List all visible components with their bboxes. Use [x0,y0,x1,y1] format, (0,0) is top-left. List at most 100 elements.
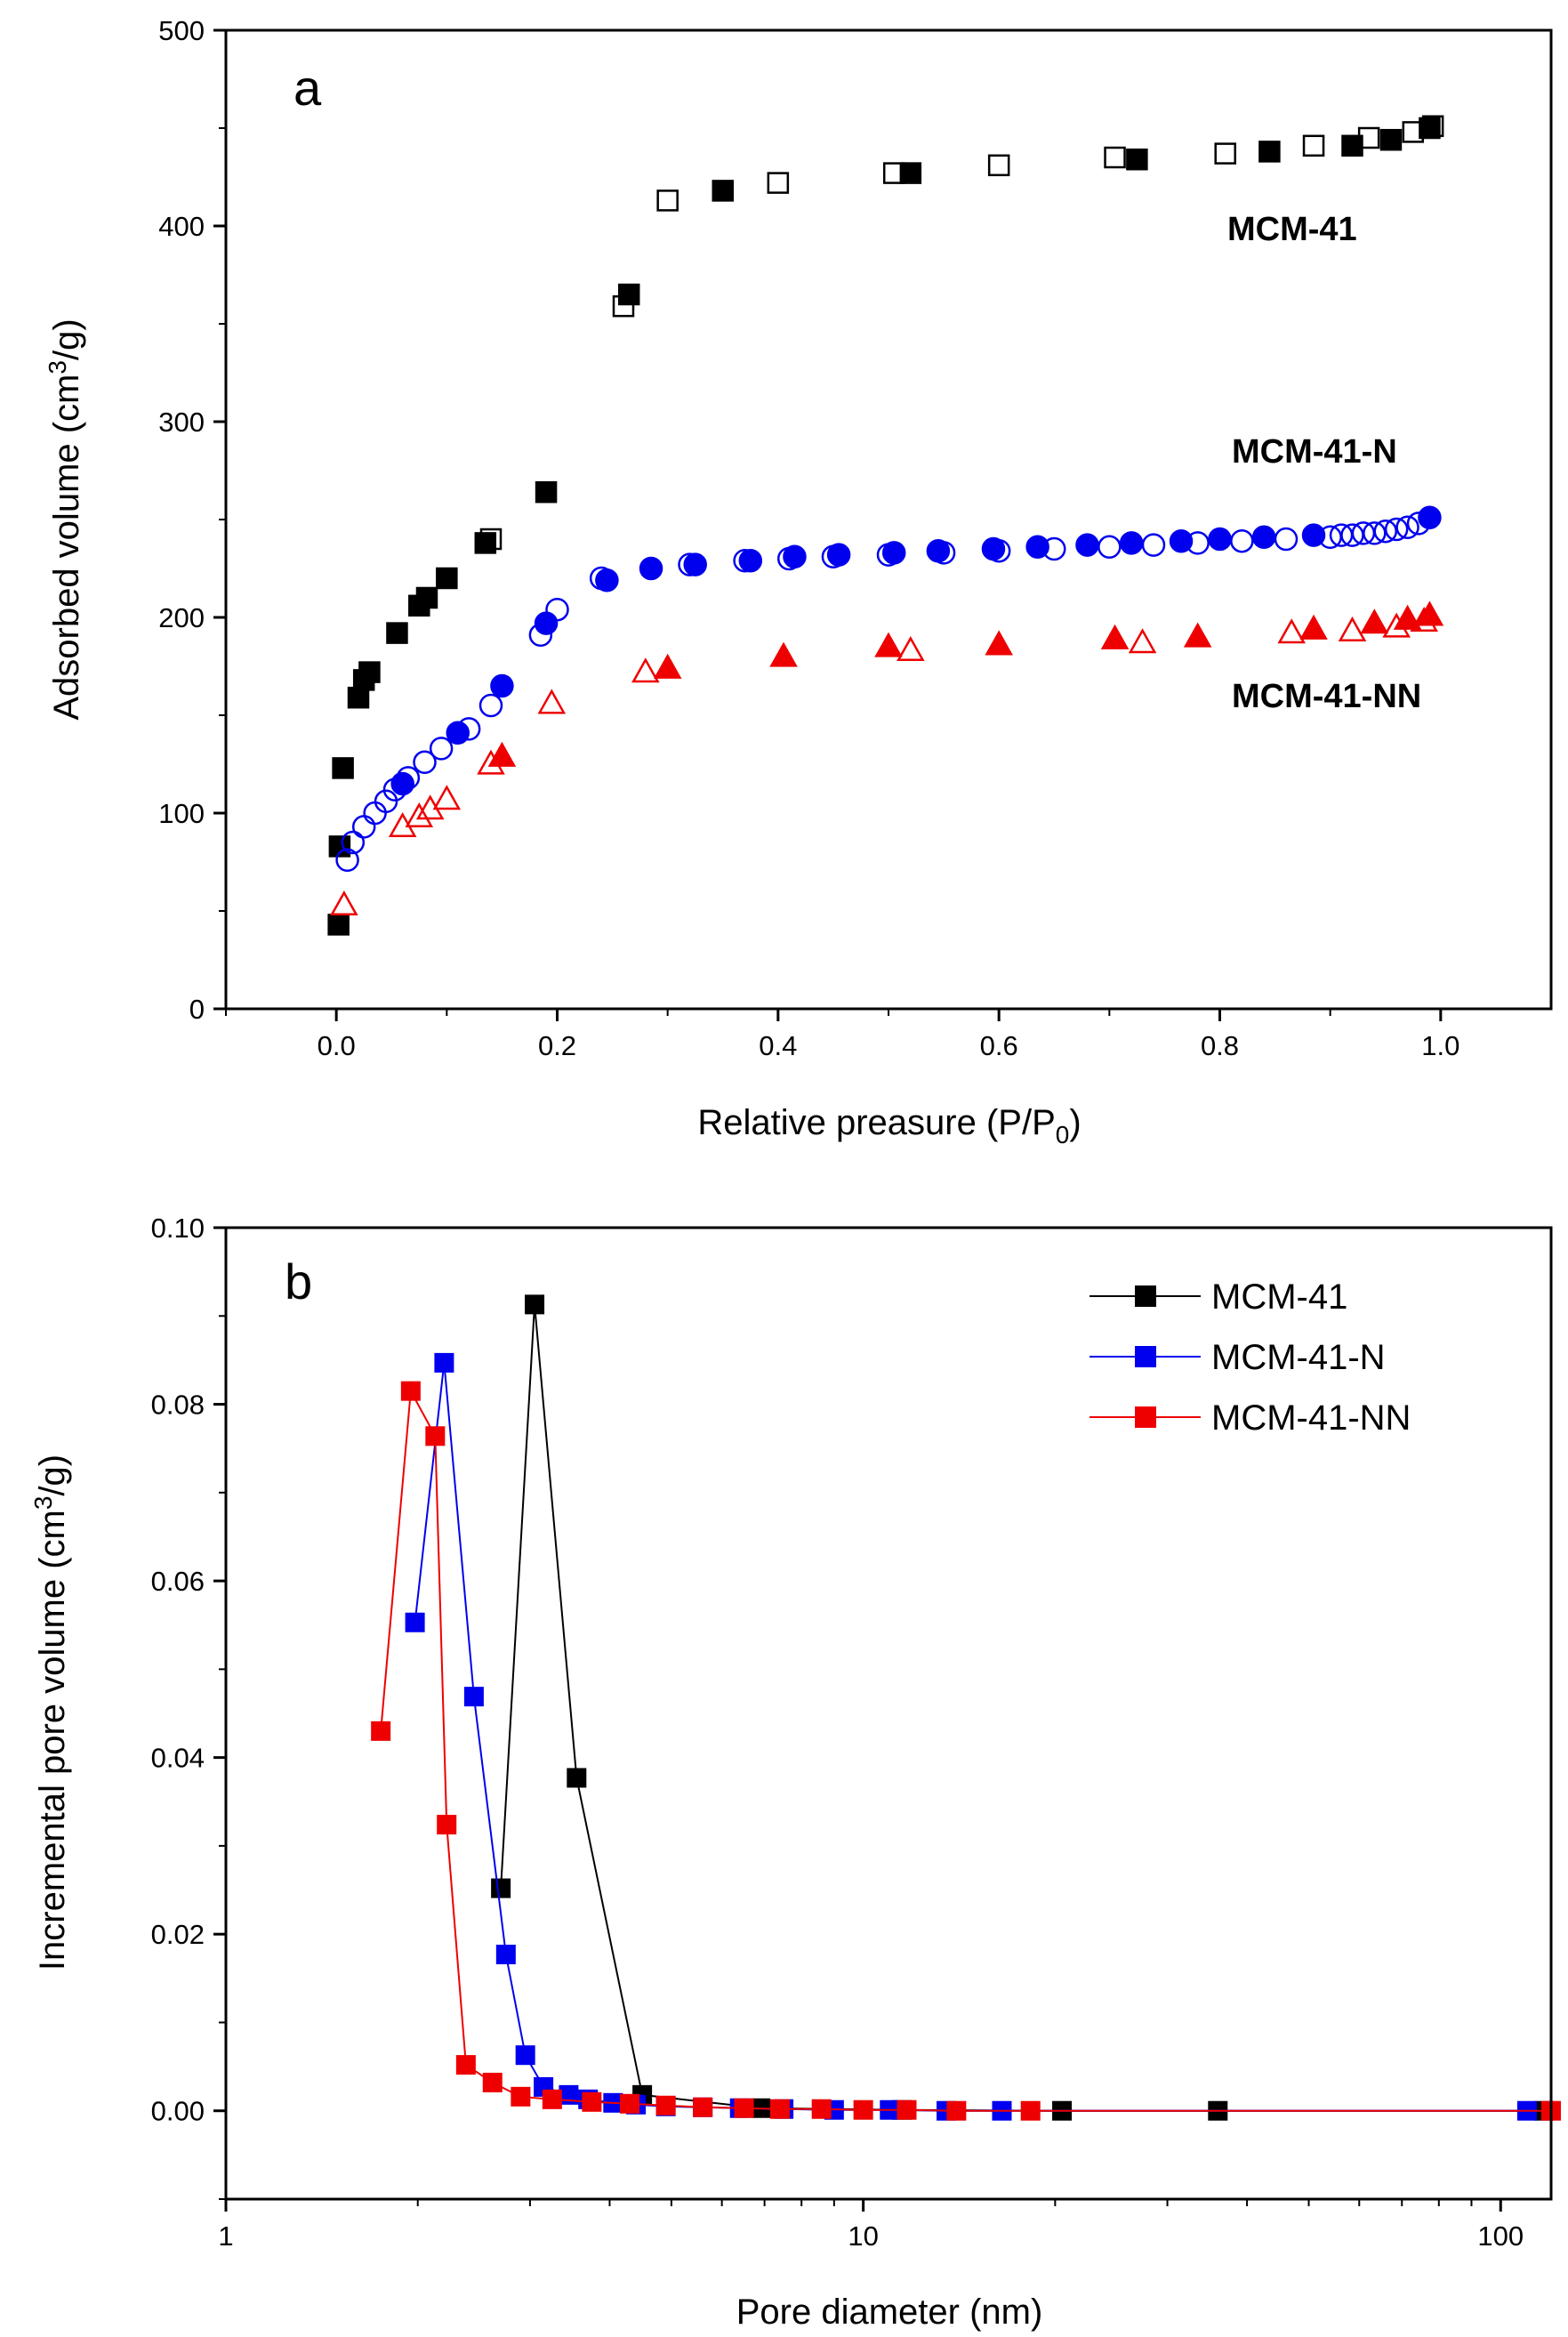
data-point-mcm-41-nn-adsorption [1183,622,1212,648]
panel-b-y-tick-label: 0.02 [151,1919,205,1950]
data-point-mcm-41-n [405,1612,425,1632]
data-point-mcm-41-desorption [1302,134,1325,157]
data-point-mcm-41-n-adsorption [1418,505,1442,530]
data-point-mcm-41 [491,1878,511,1898]
data-point-mcm-41-n-desorption [396,766,421,790]
panel-b-y-tick-label: 0.04 [151,1743,205,1774]
data-point-mcm-41-n-desorption [545,597,569,622]
data-point-mcm-41-desorption [656,189,679,212]
data-point-mcm-41-n-desorption [733,548,757,573]
data-point-mcm-41-nn [853,2099,873,2120]
data-point-mcm-41-n-adsorption [738,548,763,573]
data-point-mcm-41-nn [582,2091,602,2112]
data-point-mcm-41-n-desorption [1098,535,1122,560]
data-point-mcm-41-n-desorption [678,552,702,576]
data-point-mcm-41-adsorption [327,914,350,936]
data-point-mcm-41-n-desorption [341,830,366,855]
series-mcm-41-nn-desorption [330,606,1438,916]
series-label-mcm-41-nn: MCM-41-NN [1232,678,1421,715]
data-point-mcm-41-desorption [1357,126,1380,149]
panel-a-label: a [293,60,322,116]
data-point-mcm-41-n-desorption [986,538,1011,563]
data-point-mcm-41-nn-desorption [1410,606,1438,633]
data-point-mcm-41-n-desorption [1141,533,1166,557]
data-point-mcm-41-n-desorption [1395,515,1419,540]
data-point-mcm-41-nn [897,2099,917,2120]
series-label-mcm-41-n: MCM-41-N [1232,433,1397,471]
panel-a-y-tick-label: 400 [158,211,205,242]
data-point-mcm-41-desorption [1421,115,1444,138]
data-point-mcm-41-nn [1020,2100,1041,2121]
panel-b-x-tick-label: 1 [218,2220,233,2252]
panel-a-y-title-end: /g) [47,318,86,360]
panel-a-y-title-main: Adsorbed volume (cm [47,375,86,721]
panel-a-ticks: 0.0 0.2 0.4 0.6 0.8 1.0 0 100 200 300 400 500 [158,15,1459,1061]
data-point-mcm-41-n-desorption [1373,519,1397,544]
data-point-mcm-41-nn-adsorption [653,653,682,679]
data-point-mcm-41-nn [455,2055,476,2075]
data-point-mcm-41-nn-adsorption [1360,608,1389,634]
data-point-mcm-41-adsorption [436,567,458,590]
data-point-mcm-41-nn-desorption [897,635,925,662]
data-point-mcm-41-n-desorption [478,693,503,718]
data-point-mcm-41-n [434,1352,454,1373]
data-point-mcm-41-nn [655,2095,676,2115]
data-point-mcm-41-adsorption [712,180,734,202]
data-point-mcm-41-n-desorption [528,623,553,648]
data-point-mcm-41-nn-adsorption [1100,624,1130,649]
data-point-mcm-41-adsorption [1258,141,1281,163]
data-point-mcm-41-n-adsorption [534,611,559,635]
panel-a-x-tick-label: 0.6 [980,1030,1018,1061]
data-point-mcm-41-adsorption [1419,117,1441,140]
data-point-mcm-41 [525,1294,545,1315]
data-point-mcm-41-desorption [1104,146,1126,169]
data-point-mcm-41-nn [482,2072,503,2092]
series-mcm-41-desorption [479,115,1444,551]
data-point-mcm-41-nn-desorption [432,785,462,810]
data-point-mcm-41-desorption [767,172,790,194]
panel-a-x-tick-label: 0.2 [538,1030,576,1061]
data-point-mcm-41-n-desorption [931,541,956,565]
data-point-mcm-41-nn-desorption [330,890,358,916]
data-point-mcm-41-n-adsorption [1208,527,1232,552]
data-point-mcm-41-n-desorption [429,737,454,761]
panel-a-plot-area [327,115,1444,936]
legend-marker-mcm-41-n [1135,1346,1156,1367]
panel-b-y-tick-label: 0.00 [151,2096,205,2127]
data-point-mcm-41-nn-adsorption [874,632,903,657]
panel-a-y-tick-label: 100 [158,798,205,829]
panel-a-y-tick-label: 500 [158,15,205,46]
data-point-mcm-41-n-desorption [876,543,901,567]
panel-b-plot-area [371,1294,1561,2121]
data-point-mcm-41-nn-desorption [405,802,434,828]
data-point-mcm-41-adsorption [328,835,351,858]
legend-marker-mcm-41 [1135,1285,1156,1307]
data-point-mcm-41-n-desorption [1042,536,1066,561]
data-point-mcm-41-adsorption [535,480,558,504]
panel-a-x-tick-label: 0.8 [1201,1030,1239,1061]
data-point-mcm-41-nn-desorption [1338,616,1367,642]
data-point-mcm-41-nn [811,2099,832,2119]
data-point-mcm-41-nn [946,2100,967,2121]
panel-b-y-tick-label: 0.06 [151,1566,205,1597]
legend-label-mcm-41-nn: MCM-41-NN [1211,1398,1411,1438]
data-point-mcm-41-n [495,1945,516,1965]
data-point-mcm-41-nn [619,2093,639,2114]
panel-a-x-tick-label: 0.0 [318,1030,356,1061]
data-point-mcm-41-adsorption [617,283,640,306]
legend-entry-mcm-41: MCM-41 [1090,1277,1347,1317]
data-point-mcm-41-adsorption [332,757,354,779]
data-point-mcm-41-n-desorption [1384,517,1409,542]
data-point-mcm-41-n-desorption [335,848,359,873]
panel-a-x-tick-label: 1.0 [1421,1030,1459,1061]
panel-a-adsorption-isotherm: 0.0 0.2 0.4 0.6 0.8 1.0 0 100 200 300 400 500 a MCM… [44,15,1553,1148]
panel-b-x-tick-label: 100 [1477,2220,1524,2252]
panel-b-x-axis-title: Pore diameter (nm) [736,2293,1043,2332]
panel-b-pore-size-distribution: 1 10 100 0.00 0.02 0.04 0.06 0.08 0.10 b MCM-41 … [29,1213,1561,2332]
data-point-mcm-41-adsorption [415,586,438,609]
panel-a-y-tick-label: 300 [158,407,205,438]
data-point-mcm-41-nn [425,1426,446,1447]
data-point-mcm-41-adsorption [899,162,922,184]
data-point-mcm-41-nn [511,2086,531,2107]
